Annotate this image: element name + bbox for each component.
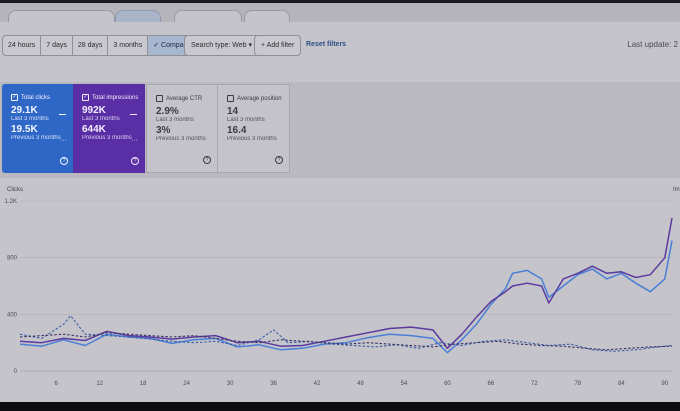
current-value: 14 (227, 106, 239, 117)
screen-bezel-top (0, 0, 680, 3)
help-icon[interactable]: ? (275, 156, 283, 164)
search-type-label: Search type: Web (191, 42, 247, 49)
caret-down-icon: ▾ (248, 42, 252, 49)
x-tick-label: 60 (444, 381, 451, 387)
y-axis-label: Clicks (7, 187, 23, 193)
x-tick-label: 30 (227, 381, 234, 387)
previous-value: 19.5K (11, 124, 38, 135)
top-tab[interactable] (8, 10, 115, 25)
current-value: 2.9% (156, 106, 179, 117)
y-tick-label: 400 (7, 312, 18, 318)
range-3-months[interactable]: 3 months (108, 36, 149, 55)
range-7-days[interactable]: 7 days (41, 36, 73, 55)
screen-bezel-bottom (0, 402, 680, 411)
help-icon[interactable]: ? (60, 157, 68, 165)
dashed-line-legend-icon: ··· (131, 137, 138, 144)
x-tick-label: 66 (488, 381, 495, 387)
y-tick-label: 1.2K (5, 199, 17, 205)
plus-icon: + (261, 42, 266, 49)
metric-cards: ✓ Total clicks 29.1K Last 3 months 19.5K … (0, 82, 680, 177)
solid-line-legend-icon (130, 114, 137, 115)
card-title: Average CTR (166, 95, 203, 102)
x-tick-label: 36 (270, 381, 277, 387)
card-title: Total impressions (92, 94, 139, 101)
current-period: Last 3 months (156, 117, 194, 123)
series-line-impressions (19, 217, 673, 350)
previous-period: Previous 3 months (11, 135, 61, 141)
x-tick-label: 48 (357, 381, 364, 387)
previous-value: 3% (156, 125, 171, 136)
y-tick-label: 800 (7, 256, 18, 262)
compare-label: Compare (161, 42, 190, 49)
current-period: Last 3 months (11, 116, 49, 122)
help-icon[interactable]: ? (131, 157, 139, 165)
previous-period: Previous 3 months (156, 136, 206, 142)
current-period: Last 3 months (82, 116, 120, 122)
x-tick-label: 84 (618, 381, 625, 387)
chart-gridlines (20, 200, 672, 372)
top-tab[interactable] (174, 10, 242, 25)
search-type-dropdown[interactable]: Search type: Web ▾ (184, 35, 259, 56)
current-period: Last 3 months (227, 117, 265, 123)
add-filter-label: Add filter (266, 42, 295, 49)
range-28-days[interactable]: 28 days (73, 36, 109, 55)
date-range-selector: 24 hours 7 days 28 days 3 months ✓ Compa… (2, 35, 196, 56)
series-line-clicks-prev (19, 315, 673, 352)
x-tick-label: 18 (140, 381, 147, 387)
previous-period: Previous 3 months (227, 136, 277, 142)
checkbox-unchecked-icon[interactable] (227, 95, 234, 102)
checkbox-checked-icon[interactable]: ✓ (82, 94, 89, 101)
x-tick-label: 90 (661, 381, 668, 387)
current-value: 29.1K (11, 105, 38, 116)
average-position-card[interactable]: Average position 14 Last 3 months 16.4 P… (218, 84, 290, 173)
add-filter-button[interactable]: + Add filter (254, 35, 302, 56)
help-icon[interactable]: ? (203, 156, 211, 164)
checkbox-unchecked-icon[interactable] (156, 95, 163, 102)
compare-button[interactable]: ✓ Compare (148, 36, 195, 55)
y-tick-label: 0 (14, 369, 18, 375)
previous-value: 16.4 (227, 125, 247, 136)
x-tick-label: 6 (55, 381, 59, 387)
average-ctr-card[interactable]: Average CTR 2.9% Last 3 months 3% Previo… (146, 84, 218, 173)
reset-filters-link[interactable]: Reset filters (306, 41, 347, 48)
top-tab[interactable] (244, 10, 290, 25)
x-tick-label: 12 (96, 381, 103, 387)
x-tick-label: 42 (314, 381, 321, 387)
x-tick-label: 54 (401, 381, 408, 387)
checkbox-checked-icon[interactable]: ✓ (11, 94, 18, 101)
total-impressions-card[interactable]: ✓ Total impressions 992K Last 3 months 64… (73, 84, 145, 173)
check-icon: ✓ (153, 42, 160, 49)
total-clicks-card[interactable]: ✓ Total clicks 29.1K Last 3 months 19.5K … (2, 84, 74, 173)
x-tick-label: 72 (531, 381, 538, 387)
x-tick-label: 78 (574, 381, 581, 387)
current-value: 992K (82, 105, 106, 116)
previous-value: 644K (82, 124, 106, 135)
card-title: Average position (237, 95, 282, 102)
performance-chart-panel: Clicks Im 0 400 800 1.2K 6 12 18 24 30 36 42 48 54 6… (0, 178, 680, 411)
solid-line-legend-icon (59, 114, 66, 115)
top-tab-strip (0, 0, 680, 25)
top-tab-active[interactable] (115, 10, 161, 25)
y-axis-ticks: 0 400 800 1.2K (5, 199, 18, 375)
x-axis-ticks: 6 12 18 24 30 36 42 48 54 60 66 72 78 84 90 (55, 381, 669, 387)
filter-bar: 24 hours 7 days 28 days 3 months ✓ Compa… (0, 22, 680, 82)
right-axis-label: Im (673, 187, 680, 193)
last-update-text: Last update: 2 (627, 40, 678, 49)
chart-series (19, 217, 673, 354)
dashed-line-legend-icon: ··· (60, 137, 67, 144)
x-tick-label: 24 (183, 381, 190, 387)
series-line-impressions-prev (19, 332, 673, 351)
previous-period: Previous 3 months (82, 135, 132, 141)
card-title: Total clicks (21, 94, 51, 101)
range-24-hours[interactable]: 24 hours (3, 36, 42, 55)
